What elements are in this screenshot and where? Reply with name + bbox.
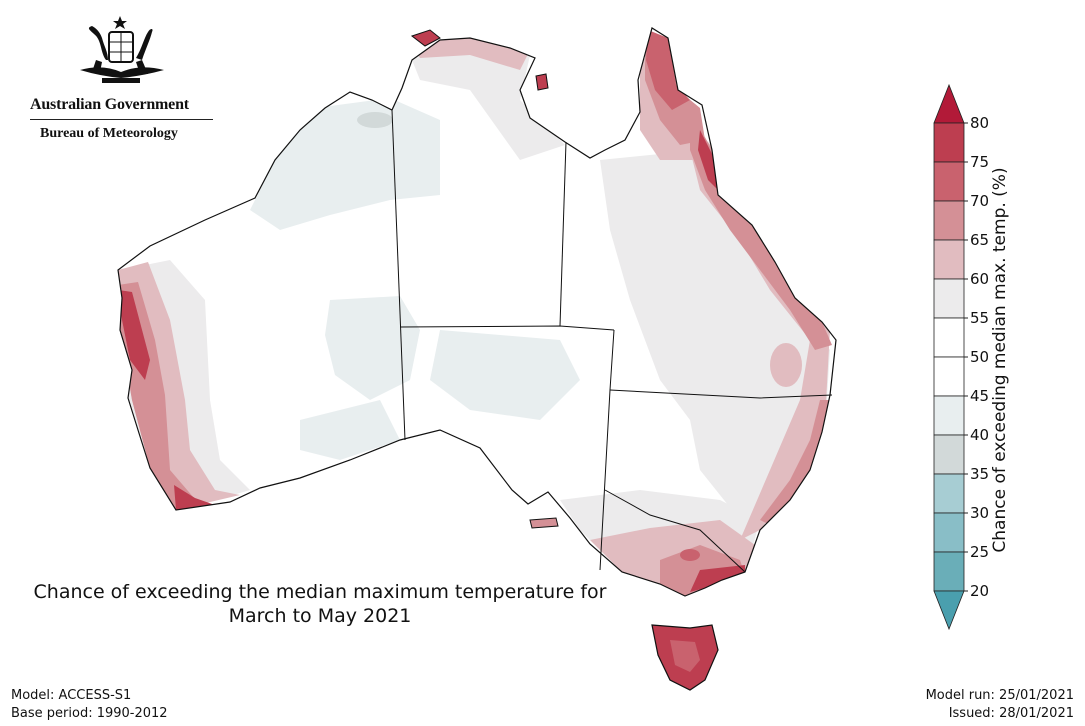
colorbar-band-70-75: [933, 161, 965, 202]
agency-logo: Australian Government Bureau of Meteorol…: [22, 8, 222, 143]
peak-spot-victoria: [680, 549, 700, 561]
footer-left: Model: ACCESS-S1 Base period: 1990-2012: [11, 687, 168, 723]
agency-name: Bureau of Meteorology: [40, 126, 178, 141]
red-region-eastcoast: [690, 110, 832, 350]
colorbar-tick-label: 30: [970, 504, 989, 522]
colorbar-band-65-70: [933, 200, 965, 241]
government-name: Australian Government: [30, 96, 189, 113]
colorbar-band-45-50: [933, 356, 965, 397]
map-title-line1: Chance of exceeding the median maximum t…: [33, 581, 607, 603]
grey-region-queensland: [600, 150, 830, 520]
red-region-nsw-coast: [760, 400, 832, 525]
teal-region-south: [300, 400, 400, 460]
colorbar-band-60-65: [933, 239, 965, 280]
colorbar-tick-label: 70: [970, 192, 989, 210]
coat-of-arms-icon: [80, 16, 164, 83]
colorbar-low-extend: [933, 590, 965, 631]
border-wa: [391, 109, 406, 441]
teal-region-interior: [430, 330, 580, 420]
colorbar-tick-label: 50: [970, 348, 989, 366]
colorbar-band-30-35: [933, 473, 965, 514]
colorbar-tick-label: 20: [970, 582, 989, 600]
tiwi-islands: [410, 29, 441, 47]
tasmania-inner: [670, 640, 700, 672]
border-qld-nsw: [609, 389, 833, 399]
grey-spot-kimberley: [357, 112, 393, 128]
pink-spot-inland-qld: [770, 343, 802, 387]
border-nsw-vic: [604, 489, 746, 573]
colorbar-tick-label: 25: [970, 543, 989, 561]
teal-region-central: [325, 296, 420, 400]
logo-divider: [30, 119, 213, 120]
colorbar-tick-label: 55: [970, 309, 989, 327]
footer-right: Model run: 25/01/2021 Issued: 28/01/2021: [926, 687, 1074, 723]
border-nt-qld: [559, 141, 567, 327]
pink-region-eastcoast: [680, 110, 830, 540]
colorbar-tick-label: 35: [970, 465, 989, 483]
kangaroo-island: [529, 517, 559, 529]
grey-region-northcoast: [410, 55, 565, 160]
strong-region-northqld: [698, 130, 718, 190]
base-period: Base period: 1990-2012: [11, 706, 168, 721]
groote-island: [535, 73, 549, 91]
colorbar-label: Chance of exceeding median max. temp. (%…: [990, 167, 1010, 553]
colorbar: 80 75 70 65 60 55 50 45 40 35 30 25 20: [933, 83, 989, 631]
colorbar-band-35-40: [933, 434, 965, 475]
strong-region-westcoast: [118, 290, 150, 380]
colorbar-band-75-80: [933, 122, 965, 163]
colorbar-tick-label: 65: [970, 231, 989, 249]
colorbar-tick-label: 75: [970, 153, 989, 171]
colorbar-tick-label: 80: [970, 114, 989, 132]
colorbar-band-20-25: [933, 551, 965, 592]
colorbar-band-40-45: [933, 395, 965, 436]
colorbar-high-extend: [933, 83, 965, 124]
colorbar-band-55-60: [933, 278, 965, 319]
map-title-line2: March to May 2021: [228, 605, 412, 627]
colorbar-tick-label: 60: [970, 270, 989, 288]
model-run-date: Model run: 25/01/2021: [925, 688, 1074, 703]
colorbar-band-25-30: [933, 512, 965, 553]
coastline: [117, 27, 837, 597]
colorbar-tick-label: 40: [970, 426, 989, 444]
colorbar-band-50-55: [933, 317, 965, 358]
colorbar-tick-label: 45: [970, 387, 989, 405]
map-title: Chance of exceeding the median maximum t…: [0, 580, 640, 628]
strong-region-victoria-east: [690, 565, 745, 592]
model-name: Model: ACCESS-S1: [11, 688, 132, 703]
issued-date: Issued: 28/01/2021: [948, 706, 1074, 721]
